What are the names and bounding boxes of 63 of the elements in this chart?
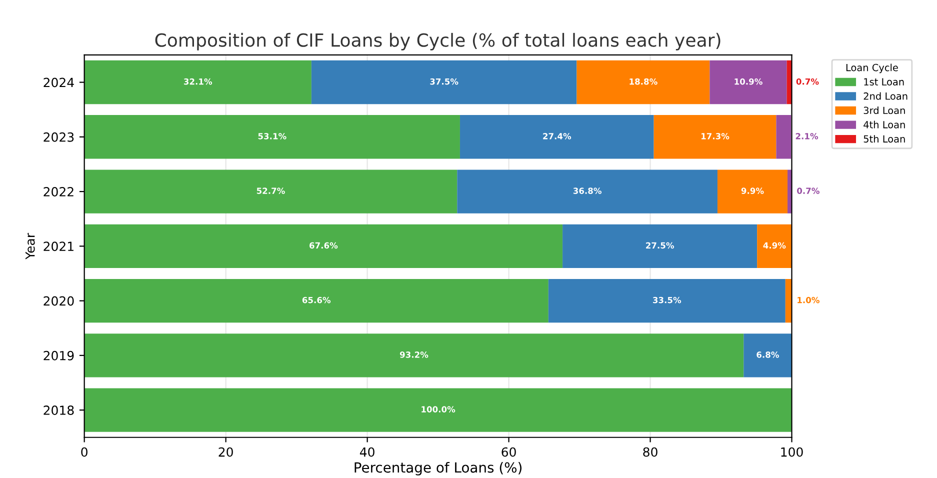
x-tick-label: 60 [502, 447, 516, 457]
y-tick-label: 2021 [44, 242, 74, 252]
data-label: 33.5% [653, 296, 682, 304]
x-tick-label: 40 [360, 447, 374, 457]
legend-title: Loan Cycle [846, 64, 898, 74]
data-label: 52.7% [256, 188, 285, 194]
bar [548, 278, 786, 323]
legend-label: 3rd Loan [864, 106, 905, 114]
bar [717, 170, 788, 214]
bar [460, 115, 654, 159]
x-tick-label: 100 [781, 447, 803, 457]
legend-label: 5th Loan [864, 135, 905, 143]
chart-title: Composition of CIF Loans by Cycle (% of total loans each year) [155, 32, 720, 50]
y-tick-label: 2022 [44, 187, 74, 196]
data-label: 1.0% [798, 296, 820, 304]
bar [457, 170, 718, 214]
bar [84, 278, 548, 323]
bar [744, 334, 792, 378]
data-label: 0.7% [796, 78, 819, 85]
x-axis-title: Percentage of Loans (%) [354, 462, 522, 476]
bar [84, 334, 744, 378]
legend-label: 1st Loan [864, 78, 904, 86]
bar [84, 60, 312, 104]
data-label: 53.1% [258, 133, 286, 140]
legend-label: 2nd Loan [864, 92, 908, 100]
data-label: 93.2% [400, 352, 428, 358]
data-label: 27.4% [543, 133, 572, 140]
bar [776, 115, 792, 159]
bar [757, 224, 792, 268]
data-label: 27.5% [646, 242, 674, 249]
data-label: 32.1% [184, 78, 212, 85]
legend-label: 4th Loan [864, 120, 905, 128]
data-label: 4.9% [763, 242, 786, 249]
y-tick-label: 2024 [44, 78, 74, 88]
data-label: 67.6% [310, 242, 338, 249]
data-label: 100.0% [422, 406, 456, 412]
y-tick-label: 2019 [44, 350, 74, 360]
data-label: 65.6% [302, 296, 331, 304]
bar [311, 60, 577, 104]
data-label: 10.9% [734, 78, 762, 85]
bar [84, 115, 460, 159]
data-label: 17.3% [701, 133, 730, 140]
bar [84, 388, 792, 432]
bar [562, 224, 758, 268]
x-tick-label: 20 [218, 447, 233, 457]
data-label: 18.8% [630, 78, 658, 85]
y-tick-label: 2020 [44, 296, 74, 306]
x-tick-label: 80 [643, 447, 658, 457]
data-label: 6.8% [756, 352, 780, 358]
bar [576, 60, 710, 104]
y-tick-label: 2018 [44, 406, 74, 415]
bar [710, 60, 787, 104]
data-label: 0.7% [797, 188, 820, 194]
data-label: 9.9% [741, 188, 764, 194]
data-label: 2.1% [796, 133, 818, 140]
bar [84, 224, 563, 268]
y-axis-title: Year [26, 232, 35, 260]
data-label: 37.5% [430, 78, 458, 85]
x-tick-label: 0 [81, 447, 88, 457]
bar [84, 170, 458, 214]
bar [654, 115, 776, 159]
y-tick-label: 2023 [44, 132, 74, 142]
data-label: 36.8% [573, 188, 602, 194]
